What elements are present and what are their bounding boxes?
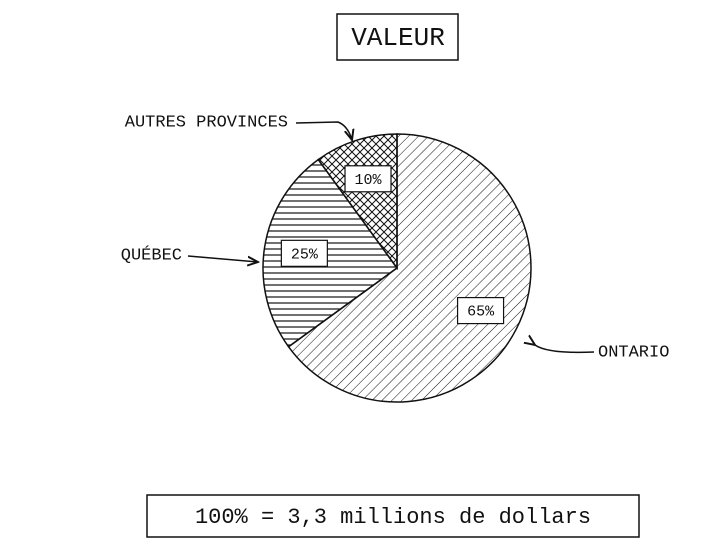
chart-title: VALEUR: [351, 23, 445, 53]
value-label-box: [344, 165, 392, 193]
value-label-box: [456, 296, 505, 325]
note-box: [146, 494, 640, 538]
leader-line: [535, 345, 595, 354]
leader-line: [187, 255, 258, 262]
value-label-box: [280, 239, 328, 267]
value-label: 65%: [467, 304, 495, 321]
category-label: QUÉBEC: [121, 245, 182, 265]
pie-slice: [262, 158, 399, 348]
category-label: ONTARIO: [598, 343, 669, 362]
leader-line: [295, 121, 352, 140]
value-label: 10%: [355, 172, 383, 189]
title-box: [336, 13, 459, 61]
category-label: AUTRES PROVINCES: [125, 113, 288, 132]
note: 100% = 3,3 millions de dollars: [195, 505, 591, 530]
pie-slice: [287, 133, 532, 403]
value-label: 25%: [291, 246, 319, 263]
